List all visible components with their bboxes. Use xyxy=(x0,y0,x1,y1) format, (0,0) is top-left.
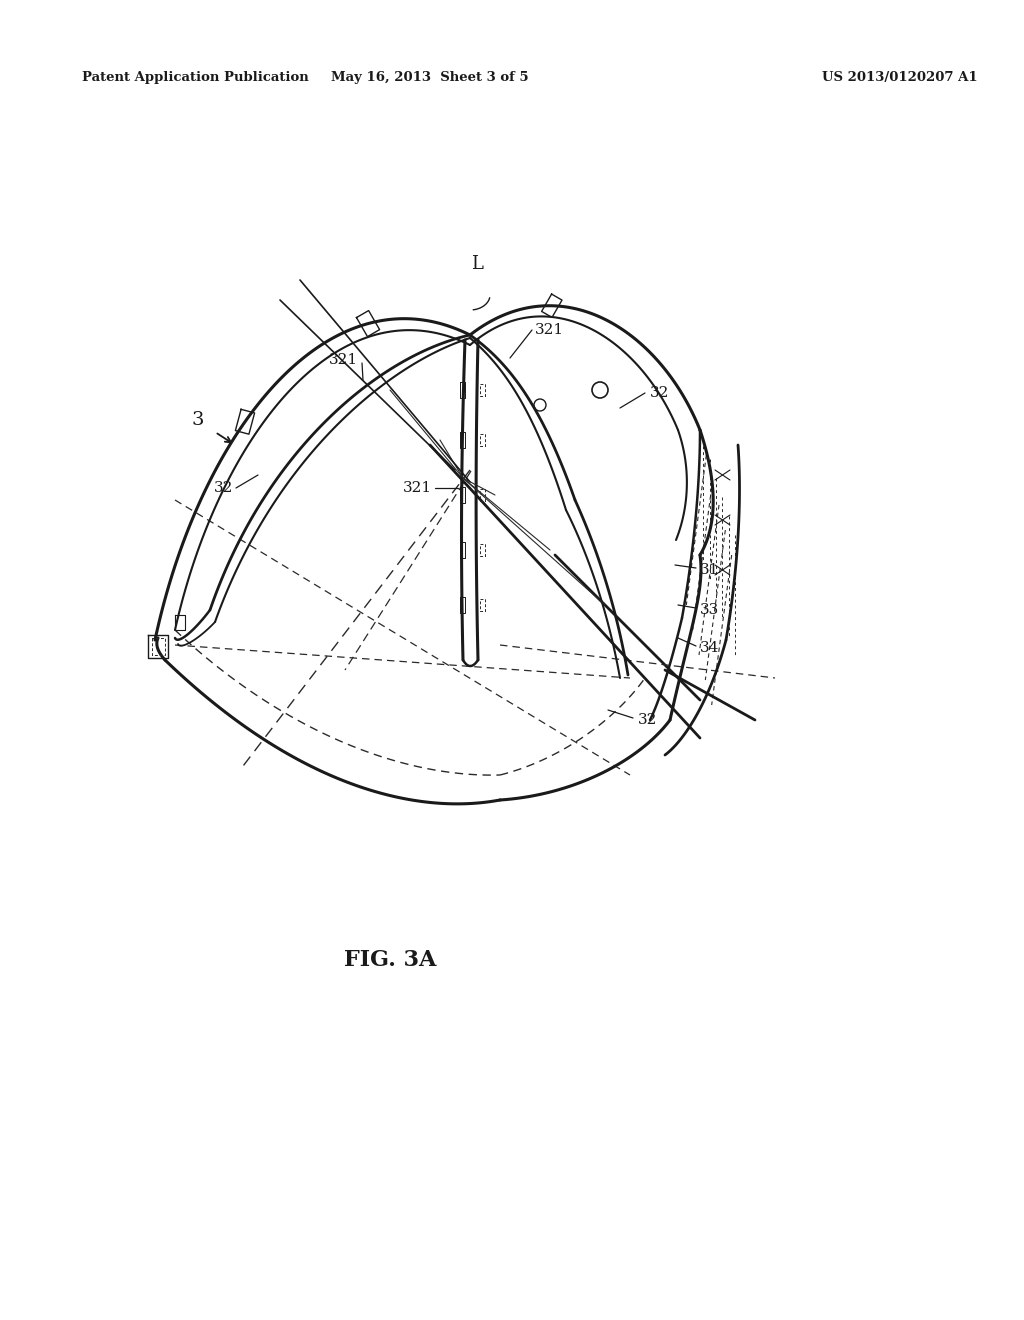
Text: 32: 32 xyxy=(638,713,657,727)
Text: L: L xyxy=(471,255,483,273)
Text: May 16, 2013  Sheet 3 of 5: May 16, 2013 Sheet 3 of 5 xyxy=(331,71,528,84)
Text: FIG. 3A: FIG. 3A xyxy=(344,949,436,972)
Text: 32: 32 xyxy=(214,480,233,495)
Text: 34: 34 xyxy=(700,642,720,655)
Text: 31: 31 xyxy=(700,564,720,577)
Text: 3: 3 xyxy=(191,411,204,429)
Text: 321: 321 xyxy=(402,480,432,495)
Text: US 2013/0120207 A1: US 2013/0120207 A1 xyxy=(822,71,978,84)
Text: Patent Application Publication: Patent Application Publication xyxy=(82,71,309,84)
Text: 321: 321 xyxy=(329,352,358,367)
Text: 321: 321 xyxy=(535,323,564,337)
Text: 32: 32 xyxy=(650,385,670,400)
Text: 33: 33 xyxy=(700,603,719,616)
